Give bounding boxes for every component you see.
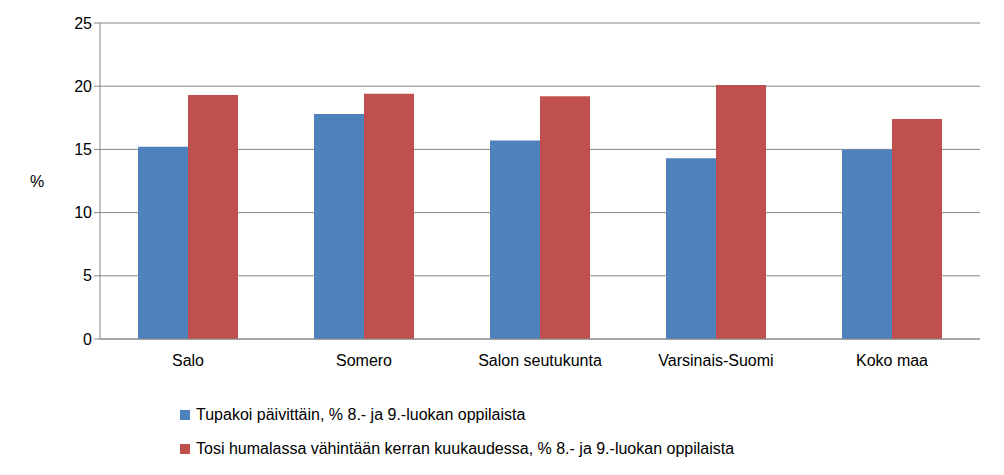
- svg-text:20: 20: [74, 78, 92, 95]
- svg-text:%: %: [30, 173, 44, 190]
- svg-text:Salo: Salo: [172, 352, 204, 369]
- html-text:Tosi humalassa vähintään kerra: Tosi humalassa vähintään kerran kuukaude…: [196, 440, 735, 457]
- svg-text:15: 15: [74, 141, 92, 158]
- svg-text:10: 10: [74, 204, 92, 221]
- svg-text:0: 0: [83, 331, 92, 348]
- svg-text:Salon seutukunta: Salon seutukunta: [478, 352, 602, 369]
- html-text:Tupakoi päivittäin, % 8.- ja 9: Tupakoi päivittäin, % 8.- ja 9.-luokan o…: [196, 406, 526, 423]
- svg-text:Somero: Somero: [336, 352, 392, 369]
- svg-text:25: 25: [74, 15, 92, 32]
- svg-text:Koko maa: Koko maa: [856, 352, 928, 369]
- svg-text:Varsinais-Suomi: Varsinais-Suomi: [658, 352, 773, 369]
- svg-text:5: 5: [83, 267, 92, 284]
